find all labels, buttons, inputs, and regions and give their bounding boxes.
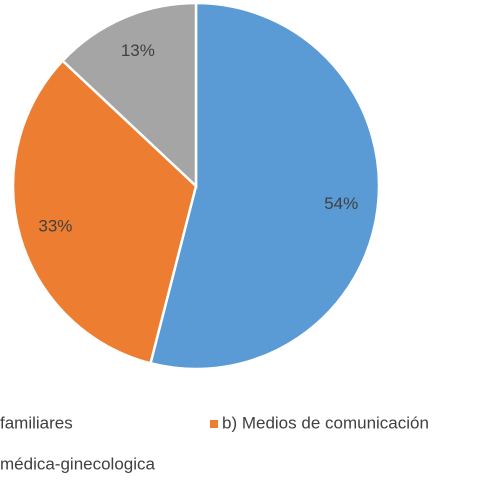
legend-swatch xyxy=(210,420,218,428)
data-label: 13% xyxy=(121,41,155,60)
pie-slice xyxy=(60,1,198,189)
pie-slice xyxy=(148,1,381,371)
data-label: 33% xyxy=(38,216,72,235)
data-label: 54% xyxy=(324,194,358,213)
legend-label: médica-ginecologica xyxy=(0,454,156,473)
legend-label: familiares xyxy=(0,413,73,432)
pie-slice xyxy=(11,58,198,365)
legend-label: b) Medios de comunicación xyxy=(222,413,429,432)
